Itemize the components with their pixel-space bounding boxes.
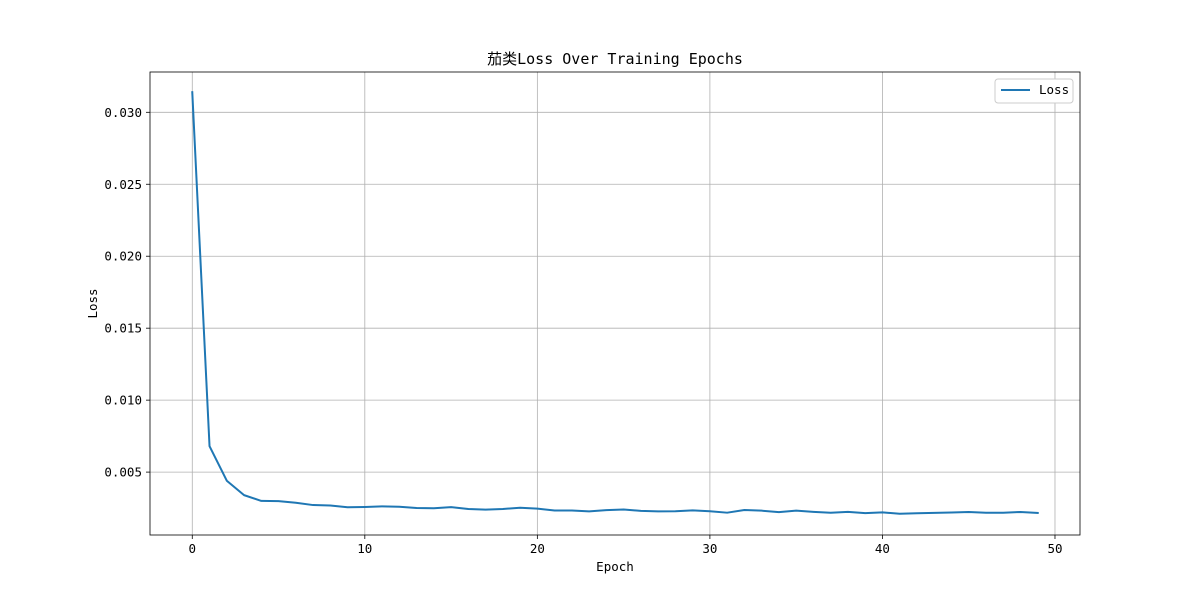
legend: Loss xyxy=(994,78,1074,104)
legend-label: Loss xyxy=(1039,82,1069,97)
y-tick-label: 0.010 xyxy=(104,393,142,408)
y-tick-label: 0.015 xyxy=(104,321,142,336)
y-axis-ticks: 0.005 0.010 0.015 0.020 0.025 0.030 xyxy=(104,105,150,480)
x-tick-label: 10 xyxy=(357,541,372,556)
y-tick-label: 0.030 xyxy=(104,105,142,120)
plot-frame xyxy=(149,71,1081,536)
x-tick-label: 40 xyxy=(875,541,890,556)
x-tick-label: 50 xyxy=(1047,541,1062,556)
y-tick-label: 0.020 xyxy=(104,249,142,264)
grid xyxy=(150,72,1080,535)
x-axis-label: Epoch xyxy=(596,559,634,574)
x-tick-label: 30 xyxy=(702,541,717,556)
x-tick-label: 0 xyxy=(189,541,197,556)
series-layer xyxy=(191,91,1039,515)
y-tick-label: 0.025 xyxy=(104,177,142,192)
loss-series-line xyxy=(191,91,1039,515)
chart-title: 茄类Loss Over Training Epochs xyxy=(487,50,743,68)
legend-box xyxy=(994,78,1074,104)
y-tick-label: 0.005 xyxy=(104,465,142,480)
x-axis-ticks: 0 10 20 30 40 50 xyxy=(189,535,1063,556)
x-tick-label: 20 xyxy=(530,541,545,556)
y-axis-label: Loss xyxy=(85,288,100,318)
